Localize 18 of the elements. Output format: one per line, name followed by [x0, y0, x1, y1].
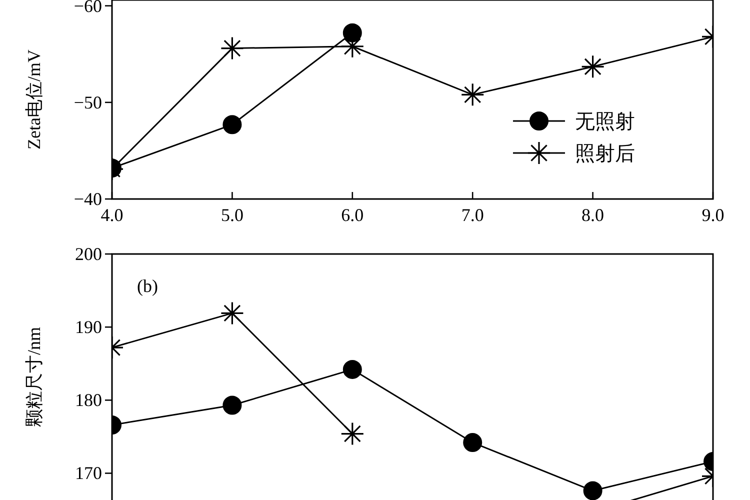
- legend-label: 无照射: [575, 111, 635, 133]
- y-axis-title: Zeta电位/mV: [24, 50, 44, 150]
- annotation: (b): [137, 276, 158, 296]
- x-tick-label: 5.0: [220, 205, 244, 225]
- x-tick-label: 4.0: [100, 205, 124, 225]
- y-tick-label: −50: [74, 92, 102, 112]
- y-tick-label: −60: [74, 0, 102, 16]
- x-tick-label: 6.0: [341, 205, 364, 225]
- y-tick-label: 190: [75, 317, 102, 338]
- y-tick-label: 170: [75, 463, 102, 484]
- y-axis-title: 颗粒尺寸/nm: [24, 326, 44, 428]
- x-tick-label: 7.0: [461, 205, 484, 225]
- y-tick-label: 180: [75, 390, 102, 410]
- legend-label: 照射后: [575, 143, 635, 165]
- x-tick-label: 8.0: [582, 205, 604, 225]
- y-tick-label: −40: [74, 189, 102, 209]
- x-tick-label: 9.0: [702, 205, 724, 225]
- y-tick-label: 200: [75, 244, 102, 264]
